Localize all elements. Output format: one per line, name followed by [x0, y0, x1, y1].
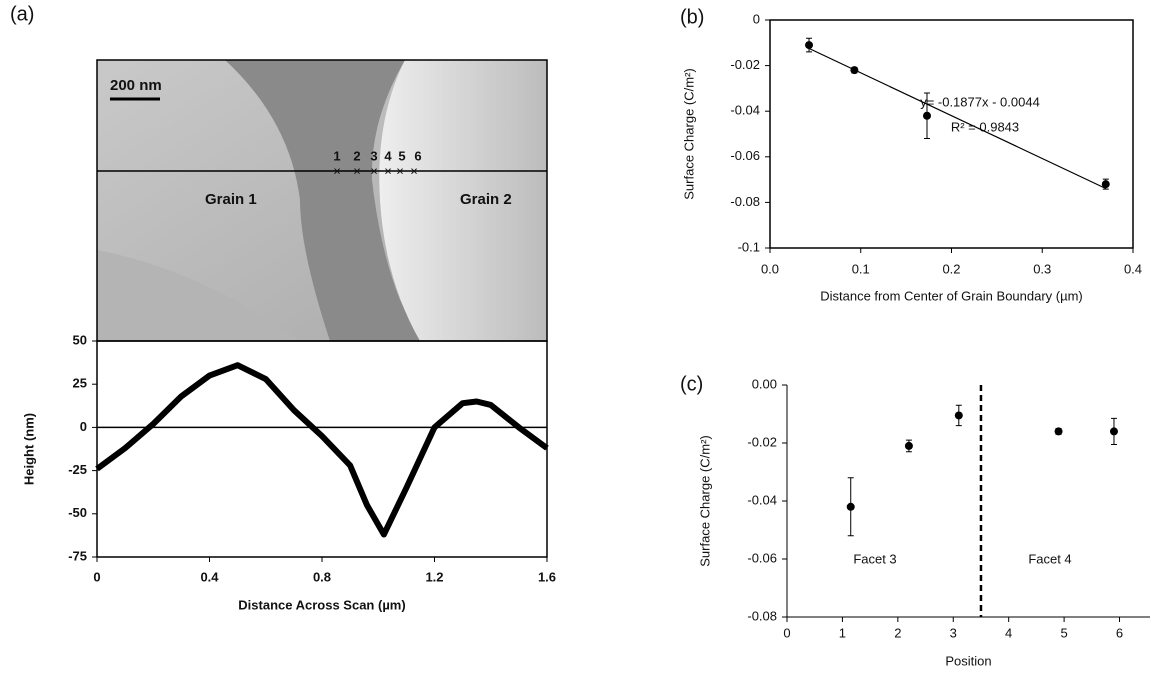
y-tick-label: -0.06: [730, 148, 760, 163]
y-tick-label: -0.04: [730, 103, 760, 118]
y-axis-title: Surface Charge (C/m²): [697, 435, 712, 566]
svg-text:×: ×: [353, 163, 361, 178]
grain-label: Grain 1: [205, 191, 257, 208]
data-point: [1101, 180, 1110, 189]
y-tick-label: -0.1: [738, 239, 760, 254]
data-point: [904, 441, 913, 450]
x-tick-label: 0.4: [200, 569, 219, 584]
data-point: [922, 111, 931, 120]
svg-text:×: ×: [384, 163, 392, 178]
svg-text:×: ×: [370, 163, 378, 178]
x-tick-label: 4: [1005, 625, 1012, 640]
data-point: [846, 502, 855, 511]
y-tick-label: 0.00: [752, 376, 777, 391]
x-tick-label: 0.3: [1033, 261, 1051, 276]
plot-frame: [96, 340, 548, 558]
y-tick-label: 50: [73, 332, 87, 347]
x-tick-label: 0.8: [313, 569, 331, 584]
y-tick-label: -0.06: [747, 550, 777, 565]
data-point: [1109, 427, 1118, 436]
x-axis-title: Position: [945, 653, 991, 668]
x-tick-label: 0: [783, 625, 790, 640]
point-label: 5: [398, 148, 405, 163]
y-tick-label: -25: [68, 462, 87, 477]
x-tick-label: 1.6: [538, 569, 556, 584]
point-label: 2: [353, 148, 360, 163]
y-axis-title: Height (nm): [21, 413, 36, 485]
x-tick-label: 1: [839, 625, 846, 640]
point-label: 6: [414, 148, 421, 163]
y-tick-label: -50: [68, 505, 87, 520]
x-axis-title: Distance Across Scan (µm): [238, 597, 405, 612]
y-tick-label: -0.04: [747, 492, 777, 507]
scale-bar-label: 200 nm: [110, 77, 162, 94]
x-tick-label: 1.2: [425, 569, 443, 584]
point-label: 1: [333, 148, 340, 163]
x-tick-label: 0.4: [1124, 261, 1142, 276]
data-point: [954, 411, 963, 420]
annotation: R² = 0.9843: [951, 119, 1019, 134]
point-label: 4: [384, 148, 392, 163]
y-tick-label: 0: [753, 11, 760, 26]
data-point: [805, 41, 814, 50]
annotation: Facet 4: [1028, 551, 1071, 566]
panel-label: (c): [680, 373, 703, 395]
svg-text:×: ×: [410, 163, 418, 178]
height-profile: [95, 362, 549, 538]
x-tick-label: 0.1: [852, 261, 870, 276]
x-tick-label: 0.2: [942, 261, 960, 276]
grain-label: Grain 2: [460, 191, 512, 208]
panel-label: (b): [680, 6, 704, 28]
point-markers: × × × × × ×: [333, 163, 418, 178]
annotation: y= -0.1877x - 0.0044: [920, 94, 1040, 109]
x-tick-label: 0.0: [761, 261, 779, 276]
point-label: 3: [370, 148, 377, 163]
panel-label: (a): [10, 3, 34, 25]
y-tick-label: 25: [73, 376, 87, 391]
x-tick-label: 5: [1060, 625, 1067, 640]
y-tick-label: -0.08: [730, 194, 760, 209]
x-tick-label: 6: [1116, 625, 1123, 640]
y-tick-label: -75: [68, 548, 87, 563]
svg-text:×: ×: [333, 163, 341, 178]
x-tick-label: 3: [950, 625, 957, 640]
data-point: [1054, 427, 1063, 436]
annotation: Facet 3: [853, 551, 896, 566]
sem-image: 200 nm Grain 1 Grain 2 × × × × × × 1 2 3 4 …: [96, 59, 548, 342]
data-point: [850, 66, 859, 75]
x-tick-label: 2: [894, 625, 901, 640]
x-axis-title: Distance from Center of Grain Boundary (…: [820, 288, 1083, 303]
x-tick-label: 0: [93, 569, 100, 584]
y-tick-label: 0: [80, 419, 87, 434]
y-axis-title: Surface Charge (C/m²): [681, 68, 696, 199]
y-tick-label: -0.08: [747, 608, 777, 623]
y-tick-label: -0.02: [730, 57, 760, 72]
svg-text:×: ×: [396, 163, 404, 178]
y-tick-label: -0.02: [747, 434, 777, 449]
